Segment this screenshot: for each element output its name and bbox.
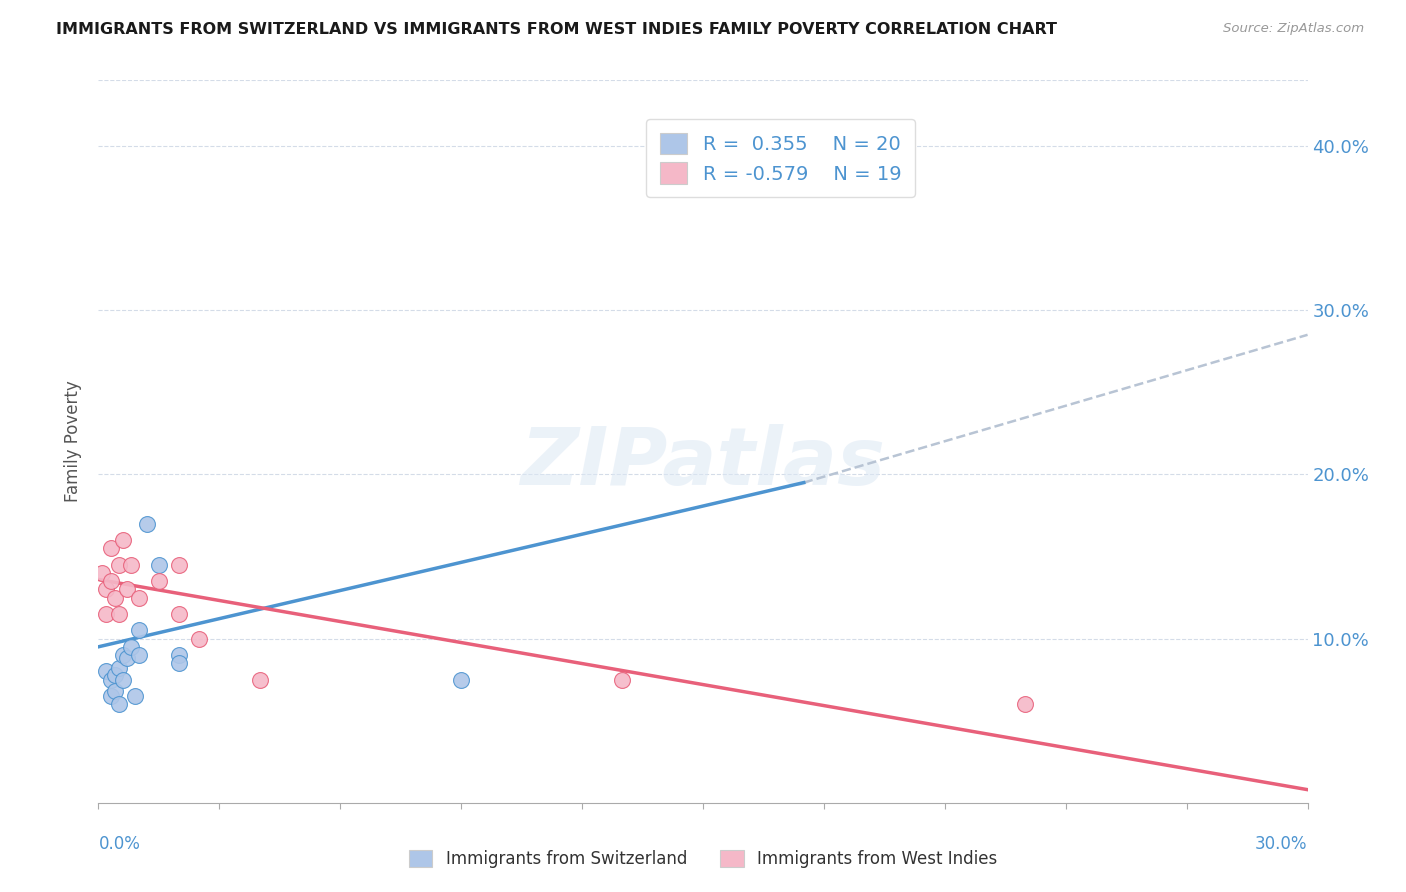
- Point: [96, 665, 118, 679]
- Point: [100, 673, 122, 687]
- Point: [100, 541, 122, 556]
- Point: [96, 582, 118, 597]
- Legend: Immigrants from Switzerland, Immigrants from West Indies: Immigrants from Switzerland, Immigrants …: [402, 843, 1004, 875]
- Text: IMMIGRANTS FROM SWITZERLAND VS IMMIGRANTS FROM WEST INDIES FAMILY POVERTY CORREL: IMMIGRANTS FROM SWITZERLAND VS IMMIGRANT…: [56, 22, 1057, 37]
- Point: [96, 607, 118, 621]
- Point: [100, 574, 122, 588]
- Point: [813, 171, 835, 186]
- Text: Source: ZipAtlas.com: Source: ZipAtlas.com: [1223, 22, 1364, 36]
- Point: [107, 558, 129, 572]
- Point: [188, 632, 211, 646]
- Point: [103, 667, 125, 681]
- Point: [167, 607, 190, 621]
- Point: [120, 558, 142, 572]
- Text: 30.0%: 30.0%: [1256, 835, 1308, 854]
- Point: [111, 648, 134, 662]
- Text: ZIPatlas: ZIPatlas: [520, 425, 886, 502]
- Point: [91, 566, 114, 580]
- Point: [103, 684, 125, 698]
- Point: [249, 673, 271, 687]
- Point: [128, 624, 150, 638]
- Point: [148, 574, 170, 588]
- Point: [167, 558, 190, 572]
- Point: [103, 591, 125, 605]
- Point: [128, 648, 150, 662]
- Point: [1014, 698, 1036, 712]
- Point: [120, 640, 142, 654]
- Point: [612, 673, 634, 687]
- Point: [111, 673, 134, 687]
- Point: [115, 651, 138, 665]
- Point: [128, 591, 150, 605]
- Legend: R =  0.355    N = 20, R = -0.579    N = 19: R = 0.355 N = 20, R = -0.579 N = 19: [647, 119, 915, 197]
- Point: [100, 689, 122, 703]
- Point: [135, 516, 157, 531]
- Point: [148, 558, 170, 572]
- Point: [107, 698, 129, 712]
- Point: [167, 648, 190, 662]
- Point: [167, 657, 190, 671]
- Point: [107, 607, 129, 621]
- Point: [107, 661, 129, 675]
- Y-axis label: Family Poverty: Family Poverty: [65, 381, 83, 502]
- Point: [115, 582, 138, 597]
- Point: [124, 689, 146, 703]
- Point: [450, 673, 472, 687]
- Point: [111, 533, 134, 547]
- Text: 0.0%: 0.0%: [98, 835, 141, 854]
